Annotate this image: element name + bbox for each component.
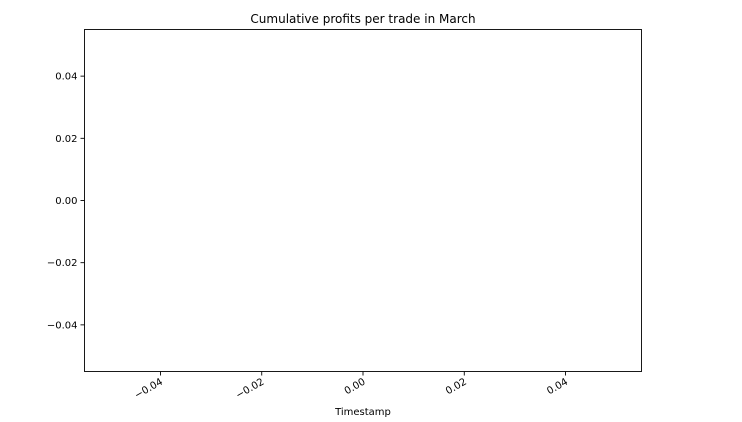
y-tick-label: −0.02 — [47, 258, 78, 269]
y-tick-label: 0.00 — [55, 196, 77, 207]
plot-area — [84, 29, 642, 372]
y-tick-label: 0.02 — [55, 134, 77, 145]
y-tick-label: 0.04 — [55, 72, 77, 83]
x-tick-label: 0.00 — [343, 377, 368, 398]
x-tick-label: 0.02 — [444, 377, 469, 398]
x-tick-label: 0.04 — [545, 377, 570, 398]
y-tick-label: −0.04 — [47, 320, 78, 331]
x-axis: −0.04 −0.02 0.00 0.02 0.04 — [133, 371, 570, 402]
x-tick-label: −0.04 — [133, 377, 165, 402]
x-axis-label: Timestamp — [334, 407, 391, 418]
chart-title: Cumulative profits per trade in March — [250, 12, 475, 26]
y-axis: 0.04 0.02 0.00 −0.02 −0.04 — [47, 72, 85, 331]
x-tick-label: −0.02 — [234, 377, 266, 402]
